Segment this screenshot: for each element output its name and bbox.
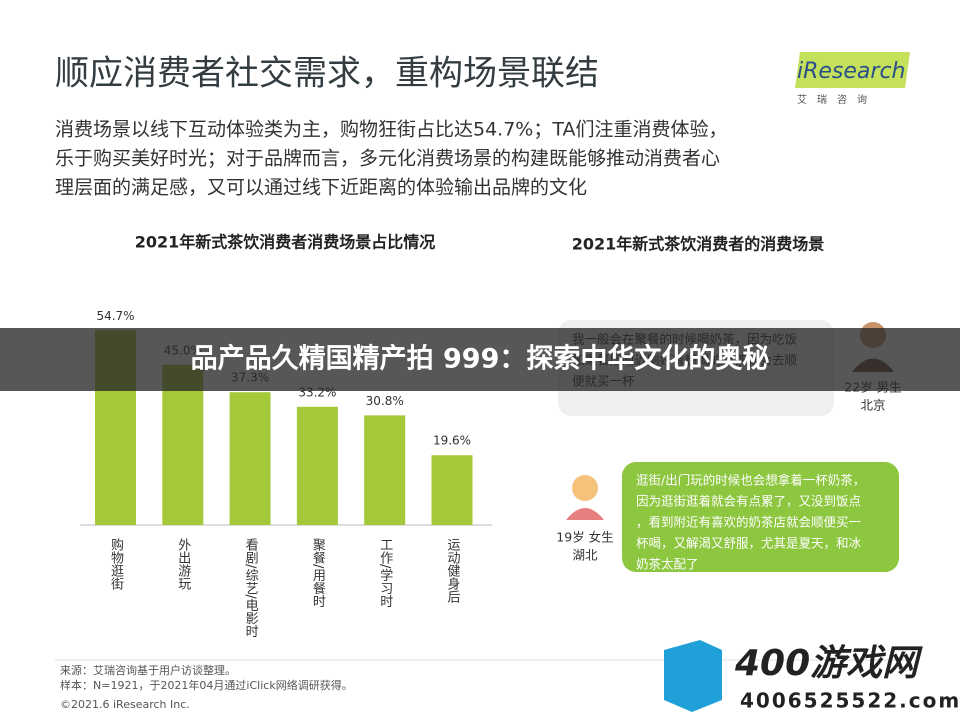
x-tick-label: 聚餐/用餐时 xyxy=(310,538,326,608)
sample: 样本：N=1921，于2021年04月通过iClick网络调研获得。 xyxy=(60,678,353,692)
quote-line: 逛街/出门玩的时候也会想拿着一杯奶茶， xyxy=(636,473,865,488)
logo-sub: 艾 瑞 咨 询 xyxy=(797,93,867,106)
person-icon xyxy=(572,475,598,501)
source: 来源：艾瑞咨询基于用户访谈整理。 xyxy=(60,663,236,677)
banner-band xyxy=(0,328,960,391)
person-label: 湖北 xyxy=(572,548,598,563)
copyright: ©2021.6 iResearch Inc. xyxy=(60,698,190,711)
data-label: 30.8% xyxy=(366,394,404,408)
bar xyxy=(229,392,271,525)
quote-line: 杯喝，又解渴又舒服，尤其是夏天，和冰 xyxy=(636,536,862,551)
panel-title: 2021年新式茶饮消费者的消费场景 xyxy=(572,235,825,254)
x-tick-label: 工作/学习时 xyxy=(377,538,393,608)
watermark-url: 4006525522.com xyxy=(740,689,960,713)
body-line: 消费场景以线下互动体验类为主，购物狂街占比达54.7%；TA们注重消费体验， xyxy=(55,119,728,141)
chart-title: 2021年新式茶饮消费者消费场景占比情况 xyxy=(135,233,436,252)
quote-line: 因为逛街逛着就会有点累了，又没到饭点 xyxy=(636,494,861,509)
body-line: 理层面的满足感，又可以通过线下近距离的体验输出品牌的文化 xyxy=(55,177,587,199)
body-line: 乐于购买美好时光；对于品牌而言，多元化消费场景的构建既能够推动消费者心 xyxy=(55,148,720,170)
quote-line: ，看到附近有喜欢的奶茶店就会顺便买一 xyxy=(636,515,861,530)
bar xyxy=(296,406,338,525)
person-label: 北京 xyxy=(860,398,885,413)
data-label: 19.6% xyxy=(433,434,471,448)
slide-title: 顺应消费者社交需求，重构场景联结 xyxy=(55,54,599,94)
watermark-logo xyxy=(664,640,722,712)
banner-text: 品产品久精国精产拍 999：探索中华文化的奥秘 xyxy=(191,343,770,375)
person-icon xyxy=(566,508,604,520)
quote-line: 奶茶太配了 xyxy=(636,557,699,572)
x-tick-label: 看剧/综艺/电影时 xyxy=(243,537,259,638)
quote-bubble xyxy=(622,462,899,572)
bar xyxy=(364,415,406,525)
bar xyxy=(431,455,473,525)
x-tick-label: 运动健身后 xyxy=(445,538,461,603)
logo-name: iResearch xyxy=(797,59,906,84)
bar xyxy=(162,364,204,525)
person-label: 19岁 女生 xyxy=(556,530,613,545)
logo-shape xyxy=(795,52,910,88)
watermark-name: 400游戏网 xyxy=(734,643,923,684)
x-tick-label: 购物逛街 xyxy=(108,537,124,590)
data-label: 54.7% xyxy=(96,309,134,323)
x-tick-label: 外出游玩 xyxy=(175,538,191,591)
